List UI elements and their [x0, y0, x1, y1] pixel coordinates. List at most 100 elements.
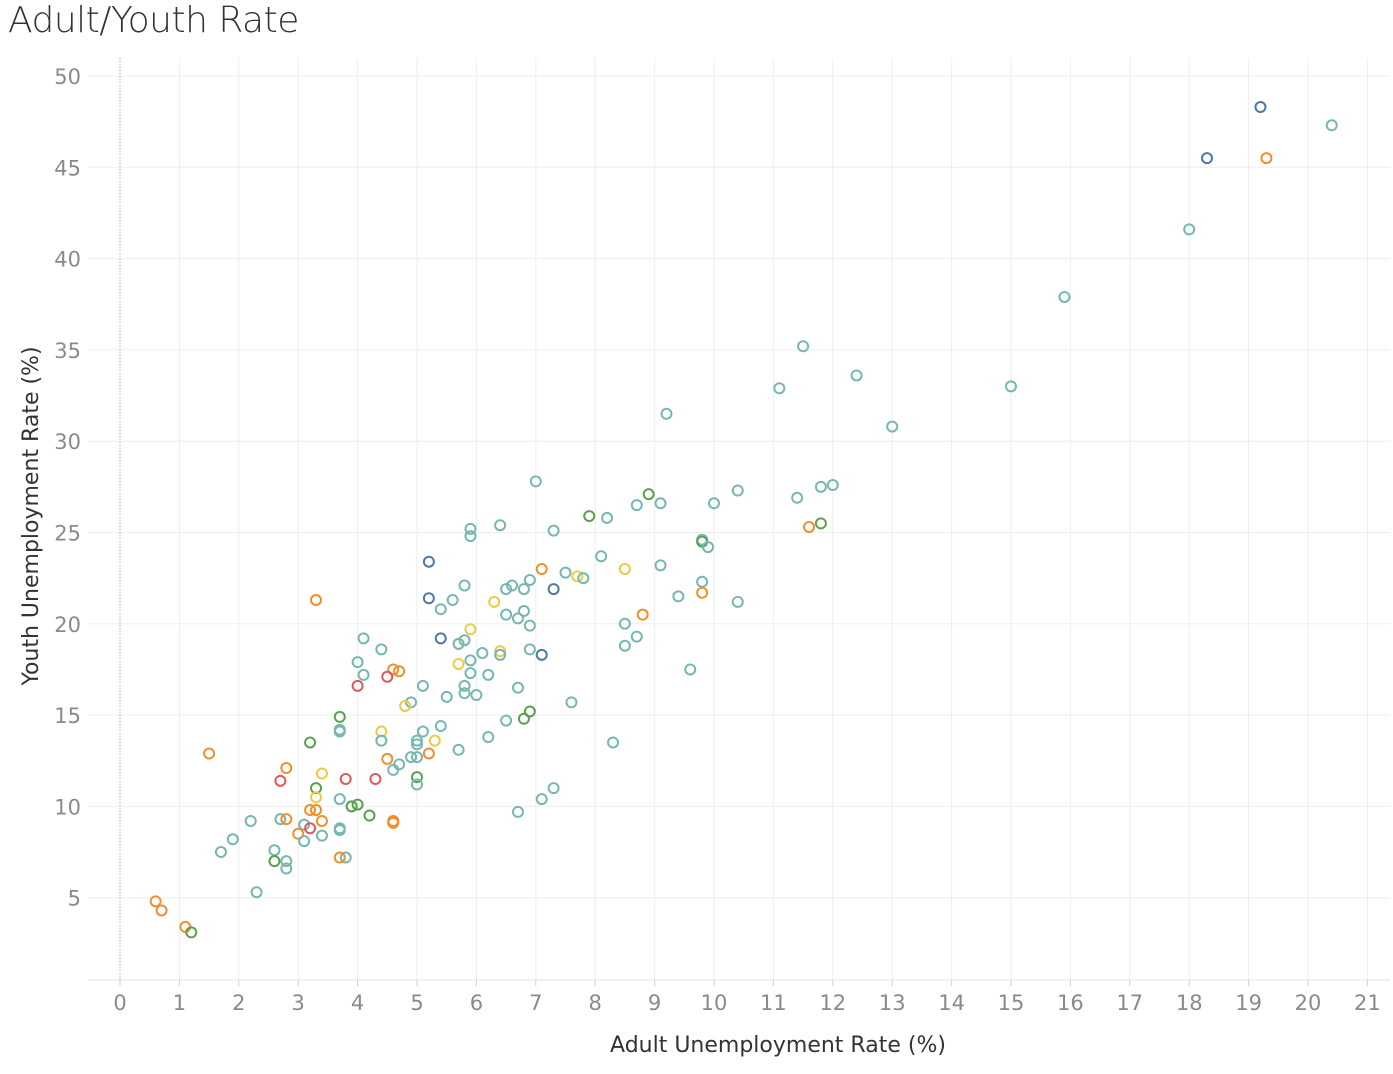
data-point: [458, 679, 471, 692]
x-tick-label: 4: [351, 991, 364, 1015]
x-tick-label: 10: [701, 991, 728, 1015]
data-point: [298, 818, 311, 831]
data-point: [310, 594, 323, 607]
data-point: [482, 731, 495, 744]
x-tick-label: 12: [819, 991, 846, 1015]
data-point: [464, 667, 477, 680]
data-point: [428, 734, 441, 747]
data-point: [565, 696, 578, 709]
data-point: [464, 654, 477, 667]
data-point: [547, 524, 560, 537]
data-point: [244, 815, 257, 828]
data-point: [375, 643, 388, 656]
data-point: [500, 608, 513, 621]
data-point: [708, 497, 720, 510]
x-tick-label: 0: [113, 991, 126, 1015]
x-tick-label: 5: [410, 991, 423, 1015]
data-point: [559, 566, 572, 579]
x-tick-label: 1: [173, 991, 186, 1015]
data-point: [268, 844, 281, 857]
x-tick-label: 15: [998, 991, 1025, 1015]
y-tick-label: 35: [54, 339, 81, 363]
data-point: [339, 851, 352, 864]
data-point: [618, 639, 631, 652]
data-point: [494, 648, 507, 661]
data-point: [434, 632, 447, 645]
data-point: [500, 714, 513, 727]
data-point: [405, 696, 418, 709]
x-tick-label: 8: [589, 991, 602, 1015]
data-point: [357, 668, 370, 681]
data-point: [535, 563, 548, 576]
y-tick-label: 50: [54, 65, 81, 89]
data-point: [280, 855, 293, 868]
data-point: [292, 827, 305, 840]
data-point: [523, 643, 536, 656]
data-point: [304, 804, 317, 817]
data-point: [411, 734, 423, 747]
data-point: [357, 632, 370, 645]
data-point: [274, 813, 287, 826]
data-point: [369, 773, 382, 786]
data-point: [315, 815, 328, 828]
data-point: [654, 497, 667, 510]
data-point: [452, 743, 465, 756]
x-axis-title: Adult Unemployment Rate (%): [610, 1033, 946, 1058]
data-point: [642, 488, 655, 501]
data-point: [803, 521, 816, 534]
data-point: [203, 747, 216, 760]
x-tick-label: 19: [1235, 991, 1262, 1015]
data-point: [482, 668, 495, 681]
data-point: [476, 647, 489, 660]
x-tick-label: 2: [232, 991, 245, 1015]
x-axis: 0 1 2 3 4 5 6 7 8 9 10 11 12 13 14 15 16 17 18 19 20 21: [113, 980, 1381, 1015]
data-point: [511, 612, 524, 625]
y-tick-label: 5: [68, 887, 81, 911]
chart-title: Adult/Youth Rate: [8, 0, 299, 41]
data-point: [1058, 290, 1071, 303]
data-point: [1260, 152, 1273, 165]
y-tick-label: 30: [54, 430, 81, 454]
data-point: [577, 572, 590, 585]
data-point: [458, 634, 471, 647]
y-tick-label: 45: [54, 156, 81, 180]
data-point: [1325, 119, 1338, 132]
data-point: [333, 824, 346, 837]
data-point: [399, 699, 412, 712]
data-point: [696, 586, 709, 599]
data-point: [886, 420, 899, 433]
data-point: [280, 762, 293, 775]
data-point: [571, 570, 584, 583]
data-point: [797, 340, 810, 353]
data-point: [387, 816, 400, 829]
data-point: [511, 805, 524, 818]
data-point: [149, 895, 162, 908]
data-point: [791, 491, 804, 504]
data-point: [387, 763, 400, 776]
data-point: [494, 645, 507, 658]
data-point: [315, 829, 328, 842]
y-tick-label: 10: [54, 795, 81, 819]
x-tick-label: 16: [1057, 991, 1084, 1015]
data-point: [333, 851, 346, 864]
data-point: [535, 793, 548, 806]
data-point: [434, 720, 447, 733]
data-point: [274, 774, 287, 787]
data-point: [155, 904, 168, 917]
data-point: [339, 773, 352, 786]
x-tick-label: 7: [529, 991, 542, 1015]
data-point: [375, 734, 388, 747]
data-point: [814, 517, 827, 530]
data-point: [618, 617, 631, 630]
data-point: [583, 510, 596, 523]
data-point: [434, 603, 447, 616]
data-point: [226, 833, 239, 846]
x-tick-label: 17: [1116, 991, 1143, 1015]
data-point: [696, 575, 709, 588]
data-point: [452, 657, 465, 670]
data-point: [393, 665, 406, 678]
y-axis-title: Youth Unemployment Rate (%): [19, 346, 44, 686]
data-point: [702, 541, 715, 554]
data-point: [333, 710, 346, 723]
